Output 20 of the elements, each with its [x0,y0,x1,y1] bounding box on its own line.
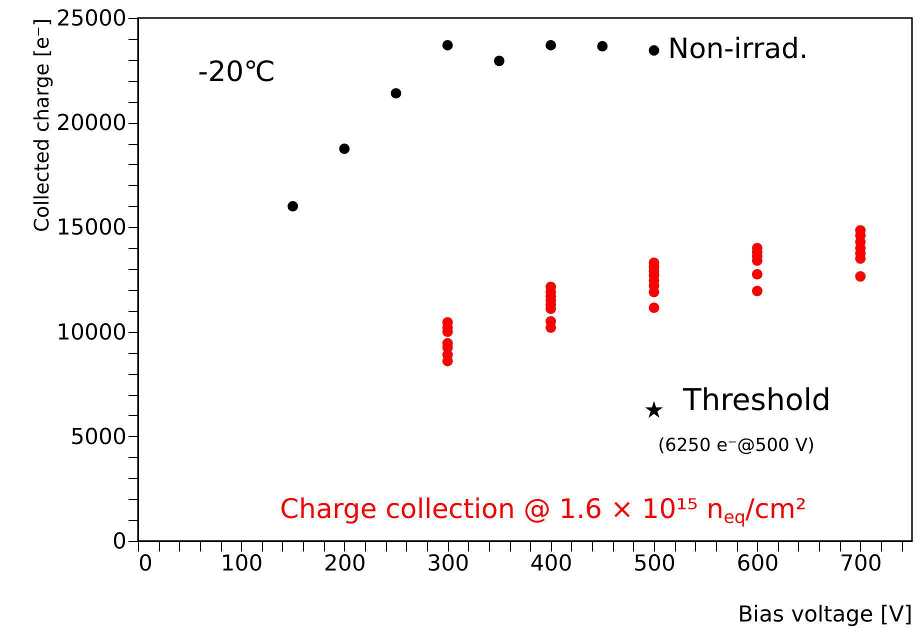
x-axis-title: Bias voltage [V] [738,602,912,628]
x-tick-label: 200 [324,552,366,576]
x-tick-label: 300 [427,552,470,576]
annotation: -20℃ [198,55,276,88]
y-tick-label: 15000 [56,216,126,241]
y-tick-label: 5000 [70,424,126,450]
y-tick-label: 20000 [56,111,126,136]
x-tick-label: 700 [840,552,882,576]
x-tick-label: 100 [220,552,263,576]
x-tick-label: 500 [634,552,676,576]
y-tick-label: 10000 [56,320,126,346]
y-axis-title: Collected charge [e⁻] [30,18,54,232]
y-tick-label: 25000 [56,6,126,32]
x-tick-label: 600 [736,552,779,576]
annotation: (6250 e⁻@500 V) [658,435,815,456]
x-tick-label: 0 [138,552,152,576]
x-tick-label: 400 [530,552,572,576]
series-label: Non-irrad. [668,32,808,65]
series-label: Threshold [682,383,831,418]
y-tick-label: 0 [112,530,126,554]
